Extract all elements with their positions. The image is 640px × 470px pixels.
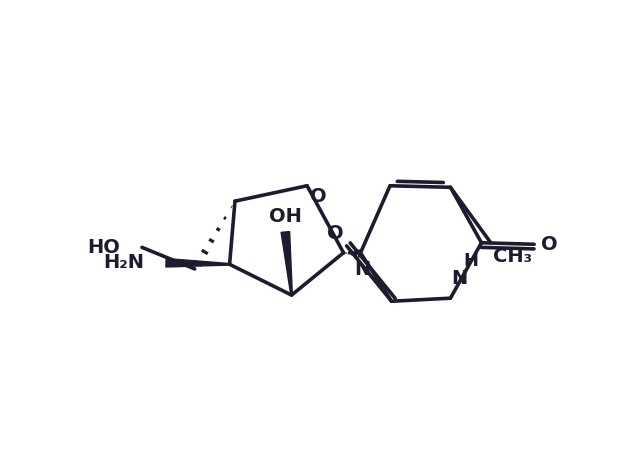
- Text: O: O: [541, 235, 558, 254]
- Text: H₂N: H₂N: [103, 253, 145, 272]
- Polygon shape: [166, 258, 230, 267]
- Text: HO: HO: [88, 238, 120, 257]
- Text: OH: OH: [269, 207, 302, 226]
- Polygon shape: [281, 232, 292, 295]
- Text: H: H: [463, 252, 478, 270]
- Text: O: O: [328, 224, 344, 243]
- Text: N: N: [452, 269, 468, 288]
- Text: CH₃: CH₃: [493, 247, 532, 266]
- Text: N: N: [354, 260, 370, 279]
- Text: O: O: [310, 187, 326, 206]
